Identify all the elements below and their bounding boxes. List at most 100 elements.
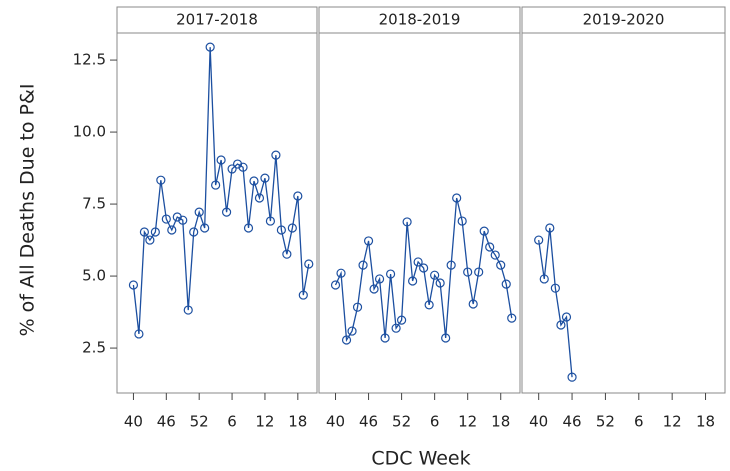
data-point	[227, 164, 237, 174]
data-point	[347, 326, 357, 336]
plot-frame	[116, 32, 318, 394]
data-point	[435, 278, 445, 288]
data-point	[419, 263, 429, 273]
data-point	[545, 223, 555, 233]
data-point	[287, 223, 297, 233]
data-point	[352, 302, 363, 312]
data-point	[424, 300, 434, 310]
data-point	[254, 193, 265, 203]
x-tick-label: 46	[359, 413, 378, 431]
x-tick-label: 18	[288, 413, 307, 431]
x-tick-label: 52	[190, 413, 209, 431]
data-point	[358, 260, 368, 270]
data-point	[561, 312, 572, 322]
data-point	[446, 260, 456, 270]
data-point	[211, 180, 221, 190]
data-point	[507, 313, 517, 323]
series-line	[132, 47, 310, 335]
data-point	[216, 155, 226, 165]
y-tick-label: 12.5	[73, 51, 106, 69]
x-tick-label: 6	[430, 413, 440, 431]
data-point	[550, 283, 560, 293]
data-point	[145, 235, 155, 245]
data-point	[397, 315, 407, 325]
data-point	[539, 274, 549, 284]
data-point	[232, 159, 243, 169]
x-tick-label: 40	[124, 413, 143, 431]
x-tick-label: 12	[458, 413, 477, 431]
panel-title: 2019-2020	[583, 11, 665, 29]
data-point	[221, 207, 232, 217]
data-point	[249, 176, 259, 186]
data-point	[265, 216, 276, 226]
x-axis-label: CDC Week	[371, 448, 470, 470]
x-tick-label: 12	[663, 413, 682, 431]
data-point	[134, 329, 144, 339]
data-point	[238, 162, 248, 172]
data-point	[260, 173, 270, 183]
series-line	[538, 227, 573, 378]
data-point	[205, 42, 215, 52]
x-tick-label: 12	[255, 413, 274, 431]
data-point	[369, 284, 379, 294]
data-point	[468, 299, 478, 309]
data-point	[150, 227, 160, 237]
strip	[318, 6, 521, 34]
x-tick-label: 52	[392, 413, 411, 431]
x-tick-label: 46	[563, 413, 582, 431]
x-tick-label: 6	[634, 413, 644, 431]
data-point	[463, 267, 473, 277]
plot-frame	[318, 32, 521, 394]
strip	[116, 6, 318, 34]
data-point	[172, 212, 182, 222]
x-tick-label: 18	[491, 413, 510, 431]
data-point	[567, 372, 577, 382]
data-point	[374, 274, 385, 284]
data-point	[128, 280, 139, 290]
data-point	[413, 257, 423, 267]
data-point	[534, 235, 544, 245]
data-point	[485, 242, 495, 252]
data-point	[156, 175, 166, 185]
data-point	[282, 249, 292, 259]
data-point	[402, 217, 412, 227]
data-point	[293, 191, 303, 201]
data-point	[501, 279, 511, 289]
data-point	[271, 150, 281, 160]
data-point	[474, 267, 484, 277]
data-point	[336, 268, 346, 278]
data-point	[391, 323, 401, 333]
data-point	[243, 223, 254, 233]
y-tick-label: 7.5	[82, 195, 106, 213]
strip	[521, 6, 726, 34]
data-point	[200, 223, 210, 233]
data-point	[304, 259, 314, 269]
data-point	[556, 320, 566, 330]
y-tick-label: 10.0	[73, 123, 106, 141]
data-point	[430, 270, 440, 280]
x-tick-label: 40	[326, 413, 345, 431]
data-point	[189, 227, 199, 237]
data-point	[330, 280, 341, 290]
series-line	[334, 197, 513, 343]
data-point	[380, 333, 390, 343]
data-point	[385, 269, 396, 279]
y-tick-label: 5.0	[82, 267, 106, 285]
data-point	[457, 216, 467, 226]
x-tick-label: 18	[696, 413, 715, 431]
data-point	[363, 236, 374, 246]
x-tick-label: 6	[227, 413, 237, 431]
data-point	[341, 335, 352, 345]
plot-frame	[521, 32, 726, 394]
data-point	[490, 250, 500, 260]
panel-title: 2017-2018	[176, 11, 258, 29]
data-point	[194, 207, 204, 217]
data-point	[178, 215, 188, 225]
x-tick-label: 52	[596, 413, 615, 431]
data-point	[479, 226, 489, 236]
x-tick-label: 46	[157, 413, 176, 431]
data-point	[183, 305, 193, 315]
data-point	[298, 290, 308, 300]
data-point	[276, 225, 286, 235]
